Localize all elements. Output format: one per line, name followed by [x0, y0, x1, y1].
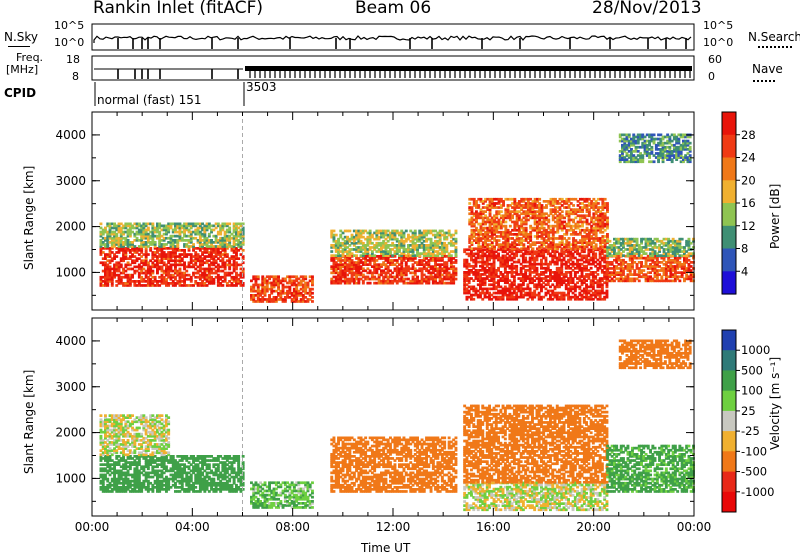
velocity-colorbar-tick: 100	[741, 384, 763, 398]
velocity-colorbar-swatch	[722, 330, 736, 351]
velocity-ytick-label: 2000	[55, 426, 86, 440]
velocity-colorbar-tick: -1000	[741, 485, 774, 499]
velocity-region-2	[250, 481, 314, 508]
freq-trace	[94, 66, 692, 79]
power-region-1	[100, 223, 245, 248]
power-region-3	[330, 255, 457, 285]
velocity-region-7	[619, 340, 692, 370]
velocity-colorbar-tick: 1000	[741, 343, 770, 357]
power-region-0	[100, 247, 245, 287]
xtick-label: 04:00	[175, 520, 210, 534]
xtick-label: 20:00	[576, 520, 611, 534]
power-region-4	[330, 230, 457, 257]
velocity-colorbar-swatch	[722, 370, 736, 391]
velocity-region-1	[100, 414, 171, 456]
velocity-colorbar-tick: -500	[741, 465, 767, 479]
power-region-8	[606, 238, 695, 257]
power-region-2	[250, 275, 314, 302]
velocity-region-6	[606, 445, 695, 493]
velocity-region-0	[100, 455, 245, 493]
velocity-colorbar-tick: -100	[741, 444, 767, 458]
power-ytick-label: 2000	[55, 220, 86, 234]
velocity-ytick-label: 1000	[55, 471, 86, 485]
power-colorbar-swatch	[722, 226, 736, 249]
power-region-5	[463, 248, 608, 300]
power-region-6	[468, 198, 609, 250]
velocity-ytick-label: 3000	[55, 380, 86, 394]
velocity-colorbar-swatch	[722, 411, 736, 432]
xtick-label: 08:00	[275, 520, 310, 534]
power-colorbar-swatch	[722, 271, 736, 294]
power-colorbar-swatch	[722, 112, 736, 135]
velocity-panel: 1000 2000 3000 4000 00:00 04:00 08:00 12:00 16:0…	[55, 318, 711, 534]
power-colorbar-label: Power [dB]	[768, 184, 782, 249]
xtick-label: 00:00	[75, 520, 110, 534]
velocity-region-3	[330, 437, 457, 493]
velocity-colorbar-swatch	[722, 472, 736, 493]
xtick-label: 16:00	[476, 520, 511, 534]
power-colorbar-swatch	[722, 203, 736, 226]
velocity-ylabel: Slant Range [km]	[22, 370, 36, 474]
velocity-region-5	[463, 405, 608, 484]
power-colorbar-tick: 20	[741, 173, 756, 187]
xaxis-title: Time UT	[361, 541, 410, 555]
power-colorbar-tick: 4	[741, 264, 748, 278]
power-colorbar-tick: 12	[741, 219, 756, 233]
velocity-colorbar-swatch	[722, 391, 736, 412]
power-colorbar: 4 8 12 16 20 24 28	[722, 112, 756, 295]
velocity-region-4	[463, 482, 608, 512]
power-colorbar-tick: 24	[741, 151, 756, 165]
power-colorbar-swatch	[722, 180, 736, 203]
nsky-trace	[94, 36, 691, 49]
velocity-colorbar-swatch	[722, 492, 736, 513]
power-region-9	[619, 134, 692, 164]
power-ytick-label: 1000	[55, 265, 86, 279]
velocity-colorbar: 1000 500 100 25 -25 -100 -500 -1000	[722, 330, 774, 513]
power-colorbar-tick: 8	[741, 242, 748, 256]
velocity-colorbar-swatch	[722, 451, 736, 472]
power-colorbar-swatch	[722, 158, 736, 181]
velocity-colorbar-tick: -25	[741, 424, 760, 438]
xtick-label: 12:00	[376, 520, 411, 534]
power-colorbar-swatch	[722, 249, 736, 272]
velocity-colorbar-swatch	[722, 350, 736, 371]
power-colorbar-tick: 16	[741, 196, 756, 210]
velocity-colorbar-swatch	[722, 431, 736, 452]
power-region-7	[606, 255, 695, 282]
power-ylabel: Slant Range [km]	[22, 166, 36, 270]
colorbars: 4 8 12 16 20 24 28 1000 500 100 25 -25 -100 -500 -1000	[722, 112, 774, 513]
power-colorbar-swatch	[722, 135, 736, 158]
velocity-colorbar-tick: 500	[741, 363, 763, 377]
xtick-label: 00:00	[677, 520, 712, 534]
power-panel: 1000 2000 3000 4000	[55, 112, 694, 310]
power-ytick-label: 3000	[55, 174, 86, 188]
velocity-ytick-label: 4000	[55, 334, 86, 348]
velocity-colorbar-tick: 25	[741, 404, 756, 418]
strip-panels	[92, 24, 694, 106]
velocity-colorbar-label: Velocity [m s⁻¹]	[768, 357, 782, 450]
power-colorbar-tick: 28	[741, 128, 756, 142]
power-ytick-label: 4000	[55, 128, 86, 142]
